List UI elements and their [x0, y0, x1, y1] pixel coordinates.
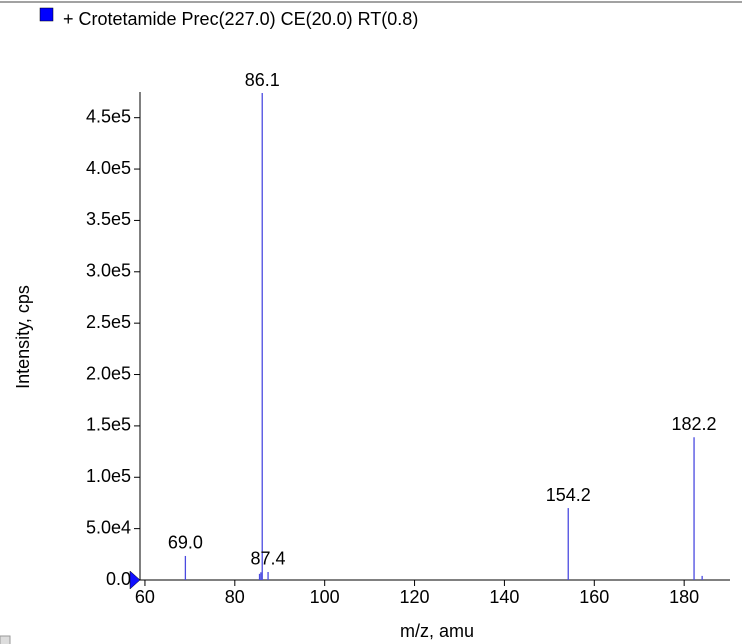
x-tick-label: 140: [489, 587, 519, 607]
corner-swatch: [0, 635, 11, 644]
y-tick-label: 1.0e5: [86, 466, 131, 486]
y-tick-label: 4.0e5: [86, 158, 131, 178]
x-tick-label: 100: [310, 587, 340, 607]
x-tick-label: 180: [669, 587, 699, 607]
x-tick-label: 60: [135, 587, 155, 607]
y-tick-label: 3.5e5: [86, 209, 131, 229]
y-tick-label: 3.0e5: [86, 261, 131, 281]
peak-label: 182.2: [672, 414, 717, 434]
y-tick-label: 2.0e5: [86, 363, 131, 383]
peak-label: 86.1: [245, 70, 280, 90]
peak-label: 87.4: [251, 549, 286, 569]
peak-label: 69.0: [168, 533, 203, 553]
x-tick-label: 160: [579, 587, 609, 607]
chart-title: + Crotetamide Prec(227.0) CE(20.0) RT(0.…: [63, 9, 418, 29]
y-axis-label: Intensity, cps: [13, 285, 33, 389]
y-tick-label: 5.0e4: [86, 517, 131, 537]
y-tick-label: 4.5e5: [86, 106, 131, 126]
legend-swatch: [39, 7, 54, 22]
peak-label: 154.2: [546, 485, 591, 505]
y-tick-label: 0.0: [106, 569, 131, 589]
x-tick-label: 120: [400, 587, 430, 607]
y-tick-label: 2.5e5: [86, 312, 131, 332]
y-tick-label: 1.5e5: [86, 415, 131, 435]
origin-marker: [129, 570, 141, 590]
x-tick-label: 80: [225, 587, 245, 607]
x-axis-label: m/z, amu: [400, 621, 474, 641]
